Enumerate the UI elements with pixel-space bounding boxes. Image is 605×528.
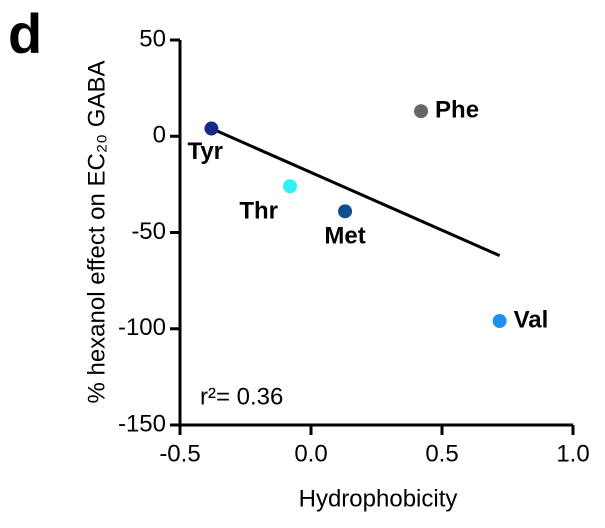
point-label: Phe bbox=[435, 97, 479, 124]
x-axis-title: Hydrophobicity bbox=[299, 485, 458, 512]
x-tick-label: 0.0 bbox=[294, 440, 327, 467]
point bbox=[204, 121, 219, 136]
y-axis-title: % hexanol effect on EC₂₀ GABA bbox=[83, 60, 110, 403]
x-tick-label: 1.0 bbox=[556, 440, 589, 467]
annotation: r²= 0.36 bbox=[200, 383, 283, 410]
y-tick-label: 50 bbox=[139, 25, 166, 52]
y-tick-label: -100 bbox=[118, 314, 166, 341]
point-label: Val bbox=[514, 306, 549, 333]
y-tick-label: 0 bbox=[153, 122, 166, 149]
x-tick-label: 0.5 bbox=[425, 440, 458, 467]
point-label: Tyr bbox=[187, 138, 223, 165]
point bbox=[414, 104, 429, 119]
point bbox=[338, 204, 353, 219]
y-tick-label: -150 bbox=[118, 410, 166, 437]
fit-line bbox=[210, 127, 501, 257]
point-label: Thr bbox=[239, 198, 278, 225]
panel-label: d bbox=[8, 2, 42, 65]
x-tick-label: -0.5 bbox=[159, 440, 200, 467]
y-tick-label: -50 bbox=[131, 218, 166, 245]
point-label: Met bbox=[324, 223, 365, 250]
point bbox=[492, 314, 507, 329]
point bbox=[283, 179, 298, 194]
